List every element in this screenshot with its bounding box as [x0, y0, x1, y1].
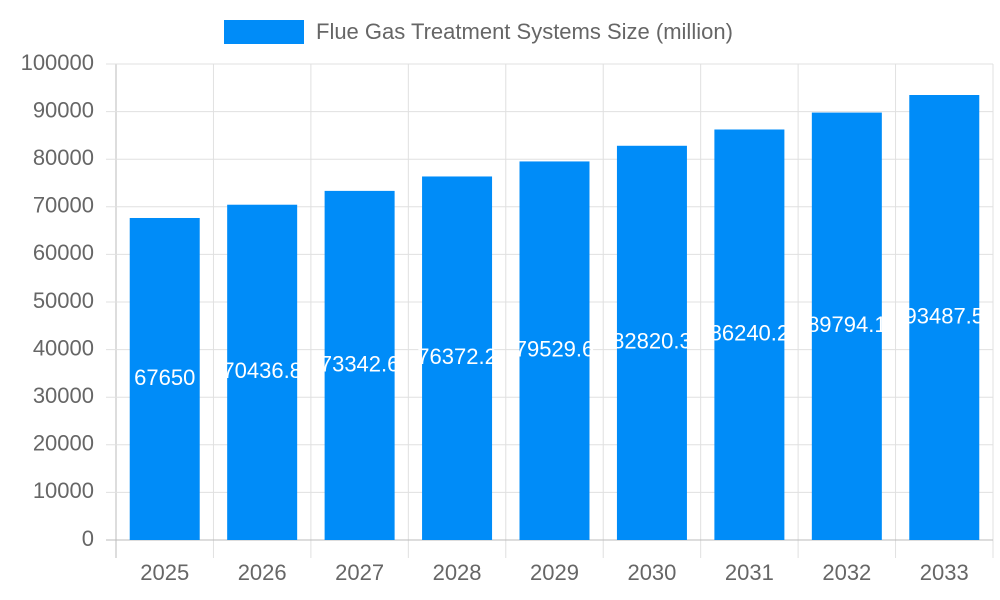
value-label: 76372.2 — [417, 344, 497, 369]
bar — [616, 145, 687, 540]
x-tick-label: 2030 — [627, 560, 676, 585]
value-label: 86240.2 — [710, 321, 790, 346]
bar — [519, 161, 590, 541]
x-tick-label: 2033 — [920, 560, 969, 585]
x-tick-label: 2031 — [725, 560, 774, 585]
x-tick-label: 2026 — [238, 560, 287, 585]
bar — [227, 204, 298, 540]
bar — [324, 190, 395, 540]
bar — [422, 176, 493, 540]
y-tick-label: 50000 — [33, 288, 94, 313]
legend-swatch — [224, 20, 304, 44]
legend-label: Flue Gas Treatment Systems Size (million… — [316, 19, 733, 44]
value-label: 70436.8 — [222, 358, 302, 383]
y-tick-label: 100000 — [21, 50, 94, 75]
value-label: 89794.1 — [807, 312, 887, 337]
y-tick-label: 30000 — [33, 383, 94, 408]
value-label: 67650 — [134, 365, 195, 390]
bar — [811, 112, 882, 541]
y-tick-label: 90000 — [33, 97, 94, 122]
y-tick-label: 40000 — [33, 335, 94, 360]
y-tick-label: 20000 — [33, 431, 94, 456]
y-tick-label: 10000 — [33, 478, 94, 503]
value-label: 93487.5 — [905, 303, 985, 328]
x-tick-label: 2028 — [433, 560, 482, 585]
y-tick-label: 70000 — [33, 193, 94, 218]
y-tick-label: 80000 — [33, 145, 94, 170]
x-tick-label: 2025 — [140, 560, 189, 585]
y-tick-label: 60000 — [33, 240, 94, 265]
x-tick-label: 2027 — [335, 560, 384, 585]
bar — [129, 217, 200, 540]
x-tick-label: 2032 — [822, 560, 871, 585]
y-tick-label: 0 — [82, 526, 94, 551]
value-label: 73342.6 — [320, 351, 400, 376]
x-tick-label: 2029 — [530, 560, 579, 585]
value-label: 79529.6 — [515, 337, 595, 362]
bar — [714, 129, 785, 540]
value-label: 82820.3 — [612, 329, 692, 354]
bar — [909, 94, 980, 540]
